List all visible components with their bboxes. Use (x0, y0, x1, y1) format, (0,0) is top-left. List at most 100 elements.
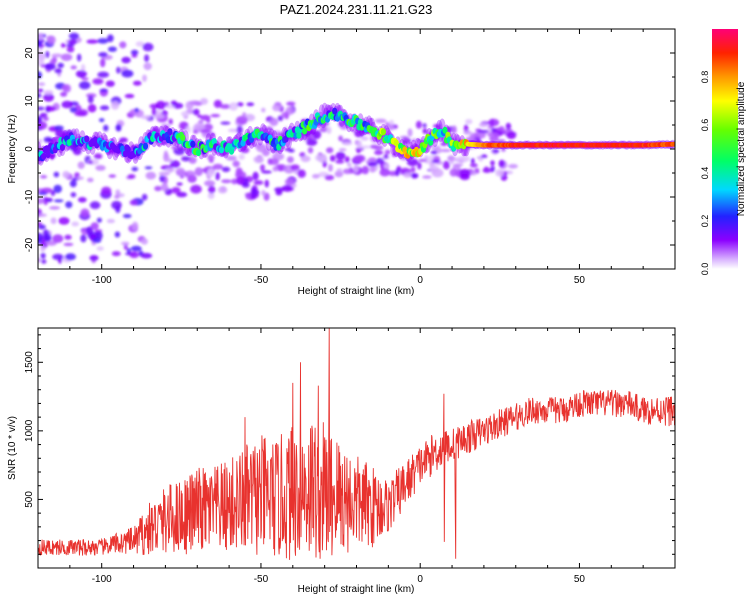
noise-blob (87, 104, 97, 113)
ridge-cell (380, 128, 386, 136)
noise-blob (110, 101, 120, 110)
noise-blob (253, 180, 264, 185)
noise-blob (276, 132, 286, 137)
noise-blob (391, 153, 398, 157)
noise-blob (221, 166, 231, 173)
noise-blob (215, 172, 220, 181)
noise-blob (430, 150, 438, 155)
noise-blob (161, 183, 169, 192)
noise-blob (422, 123, 427, 128)
noise-blob (449, 168, 458, 177)
noise-blob (204, 180, 216, 187)
noise-blob (497, 139, 506, 144)
colorbar: 0.0 0.2 0.4 0.6 0.8 Normalized spectral ampl… (700, 29, 747, 275)
noise-blob (129, 251, 140, 259)
noise-blob (42, 116, 49, 122)
noise-blob (175, 167, 186, 177)
noise-blob (192, 108, 200, 116)
colorbar-tick-label: 0.6 (700, 119, 710, 132)
noise-blob (38, 116, 43, 124)
ridge-cell (41, 152, 47, 160)
noise-blob (130, 245, 142, 252)
noise-blob (417, 162, 422, 170)
noise-blob (264, 126, 274, 132)
x-tick-label: 0 (417, 574, 423, 585)
x-tick-label: 50 (574, 275, 586, 286)
noise-blob (453, 163, 464, 167)
noise-blob (471, 171, 477, 176)
noise-blob (38, 198, 45, 205)
noise-blob (144, 166, 153, 170)
noise-blob (465, 119, 473, 125)
noise-blob (105, 80, 115, 87)
noise-blob (40, 175, 48, 179)
noise-blob (38, 88, 44, 93)
noise-blob (459, 155, 470, 163)
noise-blob (200, 129, 211, 133)
noise-blob (134, 108, 139, 113)
ridge-cell (84, 135, 90, 143)
noise-blob (490, 160, 495, 166)
noise-blob (356, 149, 361, 154)
noise-blob (360, 136, 369, 141)
noise-blob (57, 62, 64, 69)
noise-blob (413, 173, 419, 178)
noise-blob (219, 104, 232, 109)
noise-blob (143, 62, 152, 71)
snr-y-label: SNR (10 * v/v) (7, 416, 18, 480)
noise-blob (353, 154, 366, 163)
spectrogram-data-layer (38, 32, 675, 264)
noise-blob (80, 234, 87, 243)
noise-blob (40, 64, 46, 68)
noise-blob (52, 253, 64, 260)
noise-blob (463, 130, 473, 135)
noise-blob (189, 100, 201, 105)
noise-blob (53, 184, 62, 194)
ridge-cell (142, 142, 149, 150)
noise-blob (340, 125, 348, 130)
noise-blob (188, 156, 197, 164)
noise-blob (431, 159, 440, 163)
noise-blob (51, 53, 63, 58)
x-tick-label: -100 (92, 574, 112, 585)
noise-blob (115, 189, 121, 197)
noise-blob (116, 66, 121, 74)
noise-blob (190, 184, 202, 194)
noise-blob (342, 168, 352, 175)
noise-blob (207, 168, 215, 178)
noise-blob (68, 39, 78, 45)
noise-blob (505, 122, 512, 130)
ridge-cell (59, 144, 65, 151)
noise-blob (38, 93, 42, 98)
noise-blob (297, 169, 306, 178)
noise-blob (159, 174, 165, 183)
noise-blob (415, 120, 422, 129)
noise-blob (269, 158, 279, 165)
noise-blob (200, 98, 208, 105)
noise-blob (422, 128, 428, 134)
noise-blob (480, 154, 488, 159)
noise-blob (395, 168, 400, 177)
noise-blob (250, 194, 257, 199)
noise-blob (80, 208, 90, 217)
noise-blob (176, 191, 188, 198)
spectrogram-x-label: Height of straight line (km) (298, 286, 415, 297)
noise-blob (77, 197, 87, 203)
noise-blob (63, 242, 74, 247)
noise-blob (489, 118, 495, 127)
noise-blob (99, 88, 109, 92)
spectrogram-y-label: Frequency (Hz) (7, 115, 18, 184)
noise-blob (176, 182, 183, 186)
noise-blob (253, 156, 264, 164)
colorbar-tick-label: 0.0 (700, 263, 710, 276)
noise-blob (246, 102, 255, 107)
noise-blob (96, 217, 102, 223)
noise-blob (338, 121, 343, 127)
noise-blob (284, 178, 295, 185)
colorbar-ticks: 0.0 0.2 0.4 0.6 0.8 (700, 71, 710, 276)
colorbar-label: Normalized spectral amplitude (736, 81, 747, 216)
noise-blob (433, 124, 442, 128)
noise-blob (108, 174, 117, 178)
noise-blob (77, 161, 85, 169)
